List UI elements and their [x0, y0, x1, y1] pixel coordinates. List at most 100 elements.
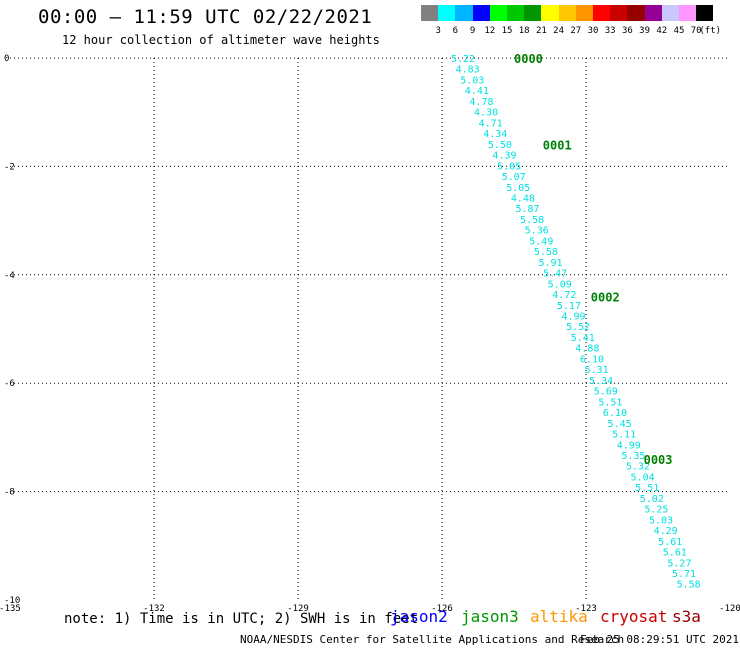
wave-height-value: 4.34: [483, 129, 507, 140]
colorbar-label: 12: [484, 26, 496, 36]
colorbar-label: 27: [570, 26, 582, 36]
wave-height-value: 5.17: [557, 301, 581, 312]
colorbar-swatch: [489, 5, 507, 21]
wave-height-value: 5.36: [525, 226, 549, 237]
wave-height-value: 6.10: [580, 354, 604, 365]
wave-height-value: 4.29: [654, 526, 678, 537]
colorbar-swatch: [438, 5, 456, 21]
wave-height-value: 5.03: [649, 515, 673, 526]
wave-height-value: 5.87: [515, 204, 539, 215]
colorbar-label: 42: [656, 26, 668, 36]
wave-height-value: 4.88: [575, 344, 599, 355]
wave-height-value: 4.71: [479, 118, 503, 129]
wave-height-value: 5.02: [640, 494, 664, 505]
x-tick-label: -123: [575, 604, 597, 614]
y-tick-label: 0: [4, 54, 9, 64]
wave-height-value: 5.32: [626, 462, 650, 473]
wave-height-value: 5.11: [612, 430, 636, 441]
colorbar-swatch: [610, 5, 628, 21]
wave-height-value: 4.78: [469, 97, 493, 108]
colorbar-label: 45: [673, 26, 685, 36]
wave-height-value: 5.03: [460, 75, 484, 86]
colorbar-label: 18: [518, 26, 530, 36]
credit-text: NOAA/NESDIS Center for Satellite Applica…: [240, 633, 625, 646]
colorbar-swatch: [507, 5, 525, 21]
wave-height-value: 5.51: [598, 397, 622, 408]
wave-height-value: 5.22: [451, 54, 475, 65]
wave-height-value: 5.49: [529, 236, 553, 247]
time-label: 0003: [644, 453, 673, 467]
satellite-jason3: jason3: [461, 607, 519, 626]
colorbar-swatch: [679, 5, 697, 21]
wave-height-value: 5.45: [608, 419, 632, 430]
x-tick-label: -129: [287, 604, 309, 614]
timestamp-text: Feb 25 08:29:51 UTC 2021: [580, 633, 739, 646]
x-tick-label: -132: [143, 604, 165, 614]
y-tick-label: -8: [4, 488, 15, 498]
colorbar-label: 3: [435, 26, 441, 36]
wave-height-value: 6.10: [603, 408, 627, 419]
note-text: note: 1) Time is in UTC; 2) SWH is in fe…: [64, 611, 419, 627]
colorbar-label: 30: [587, 26, 599, 36]
wave-height-value: 4.83: [456, 65, 480, 76]
wave-height-value: 5.25: [644, 505, 668, 516]
wave-height-value: 5.61: [663, 548, 687, 559]
colorbar-swatch: [524, 5, 542, 21]
colorbar-swatch: [421, 5, 439, 21]
wave-height-value: 5.05: [506, 183, 530, 194]
wave-height-value: 5.05: [497, 161, 521, 172]
page-subtitle: 12 hour collection of altimeter wave hei…: [62, 33, 380, 47]
colorbar-swatch: [593, 5, 611, 21]
y-tick-label: -6: [4, 379, 15, 389]
wave-height-value: 5.34: [589, 376, 613, 387]
wave-height-value: 5.31: [585, 365, 609, 376]
y-tick-label: -2: [4, 162, 15, 172]
time-label: 0000: [514, 52, 543, 66]
wave-height-value: 5.27: [667, 558, 691, 569]
wave-height-value: 5.04: [631, 472, 655, 483]
wave-height-value: 5.91: [538, 258, 562, 269]
satellite-s3a: s3a: [672, 607, 701, 626]
wave-height-value: 5.69: [594, 387, 618, 398]
wave-height-value: 5.58: [677, 580, 701, 591]
colorbar-swatch: [575, 5, 593, 21]
time-label: 0002: [591, 290, 620, 304]
y-tick-label: -4: [4, 271, 15, 281]
wave-height-value: 5.41: [571, 333, 595, 344]
x-tick-label: -120: [719, 604, 740, 614]
wave-height-value: 5.52: [566, 322, 590, 333]
wave-height-value: 5.35: [621, 451, 645, 462]
colorbar-swatch: [455, 5, 473, 21]
wave-height-value: 4.39: [492, 151, 516, 162]
x-tick-label: -126: [431, 604, 453, 614]
wave-height-value: 5.71: [672, 569, 696, 580]
satellite-altika: altika: [530, 607, 588, 626]
wave-height-value: 5.58: [520, 215, 544, 226]
colorbar-unit: (ft): [699, 26, 722, 36]
wave-height-value: 4.72: [552, 290, 576, 301]
colorbar-swatch: [558, 5, 576, 21]
colorbar-swatch: [472, 5, 490, 21]
wave-height-value: 5.61: [658, 537, 682, 548]
colorbar-label: 33: [604, 26, 616, 36]
wave-height-value: 5.50: [488, 140, 512, 151]
colorbar-label: 6: [452, 26, 459, 36]
wave-height-value: 5.47: [543, 269, 567, 280]
colorbar-label: 39: [639, 26, 651, 36]
colorbar-label: 36: [621, 26, 633, 36]
wave-height-value: 5.51: [635, 483, 659, 494]
colorbar-swatch: [644, 5, 662, 21]
wave-height-value: 5.07: [502, 172, 526, 183]
time-label: 0001: [543, 139, 572, 153]
wave-height-value: 4.48: [511, 193, 535, 204]
colorbar-swatch: [696, 5, 714, 21]
colorbar-label: 24: [553, 26, 565, 36]
wave-height-value: 4.30: [474, 108, 498, 119]
y-tick-label: -10: [4, 596, 20, 606]
page-title: 00:00 – 11:59 UTC 02/22/2021: [38, 6, 373, 28]
colorbar-swatch: [541, 5, 559, 21]
colorbar-label: 70: [690, 26, 702, 36]
wave-height-value: 5.58: [534, 247, 558, 258]
colorbar-label: 15: [501, 26, 513, 36]
